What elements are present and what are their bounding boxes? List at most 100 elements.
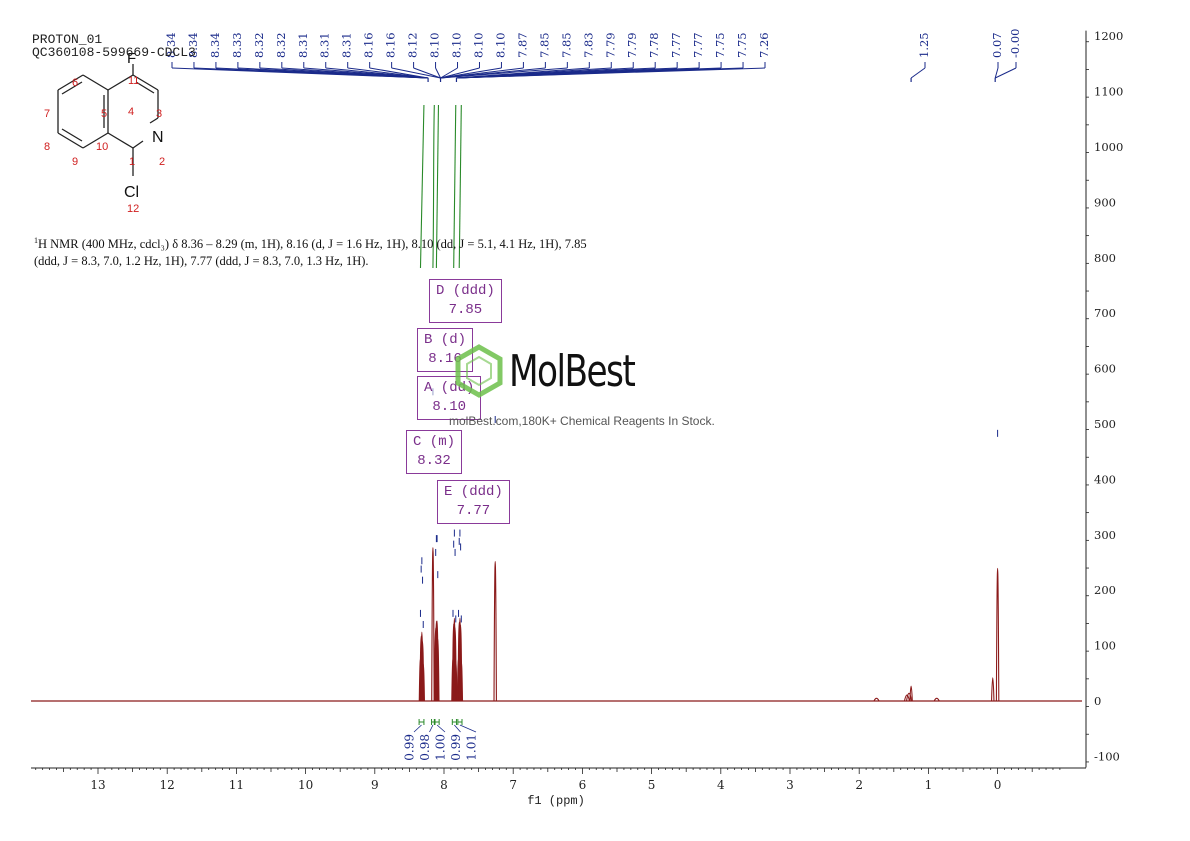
atom-number: 10 <box>96 141 108 153</box>
integral-curve <box>458 104 462 269</box>
atom-number: 1 <box>129 156 135 168</box>
peak-label-connector <box>435 67 441 79</box>
peak-shift-label: 8.10 <box>450 32 464 58</box>
watermark-brand: MolBest <box>509 346 636 397</box>
peak-label-connector <box>391 67 441 79</box>
peak-shift-label: 8.16 <box>362 32 376 58</box>
peak-label-connector <box>456 67 766 79</box>
peak-shift-label: 7.75 <box>735 32 749 58</box>
integral-connector <box>429 724 434 733</box>
peak-shift-label: 8.34 <box>164 32 178 58</box>
multiplet-type: C (m) <box>413 434 456 450</box>
peak-shift-label: 0.07 <box>990 32 1004 58</box>
peak-shift-label: 8.34 <box>186 32 200 58</box>
peak-label-connector <box>413 67 441 79</box>
peak-shift-label: 7.79 <box>603 32 617 58</box>
peak-shift-label: 8.10 <box>428 32 442 58</box>
x-tick-label: 8 <box>440 778 448 792</box>
atom-number: 8 <box>44 141 50 153</box>
peak-shift-label: 7.26 <box>757 32 771 58</box>
multiplet-type: D (ddd) <box>436 283 495 299</box>
peak-label-layer: 8.34 8.34 8.34 8.33 8.32 8.32 8.31 8.31 8.31 8.16… <box>164 29 1022 82</box>
atom-f: F <box>127 50 136 67</box>
peak-shift-label: 7.78 <box>647 32 661 58</box>
y-tick-label: 800 <box>1094 251 1116 265</box>
peak-shift-label: 7.77 <box>691 32 705 58</box>
spectrum-peak <box>421 663 425 702</box>
peak-label-connector <box>369 67 429 79</box>
integral-layer: 0.99 0.98 1.00 0.99 1.01 <box>403 104 479 761</box>
y-tick-label: 0 <box>1094 694 1101 708</box>
watermark-tagline: molBest.com,180K+ Chemical Reagents In S… <box>449 414 715 428</box>
peak-shift-label: 8.31 <box>340 32 354 58</box>
atom-number: 4 <box>128 106 134 118</box>
sample-id: QC360108-599669-CDCL3 <box>32 45 196 60</box>
peak-shift-label: 7.83 <box>581 32 595 58</box>
peak-label-connector <box>994 67 1017 79</box>
integral-curve <box>419 104 425 269</box>
atom-number: 12 <box>127 203 139 215</box>
spectrum-peak <box>873 697 880 702</box>
x-tick-label: 6 <box>579 778 587 792</box>
multiplet-shift: 8.32 <box>417 453 451 469</box>
spectrum-peak <box>431 547 435 702</box>
peak-shift-label: 8.33 <box>230 32 244 58</box>
integral-connector <box>413 724 422 733</box>
atom-number: 6 <box>72 77 78 89</box>
x-tick-label: 2 <box>855 778 863 792</box>
integral-value: 0.99 <box>403 734 417 761</box>
peak-shift-label: 7.75 <box>713 32 727 58</box>
integral-value: 0.99 <box>449 734 463 761</box>
y-tick-label: 600 <box>1094 362 1116 376</box>
peak-shift-label: 8.32 <box>252 32 266 58</box>
spectrum-peak <box>995 568 1000 702</box>
atom-number: 11 <box>128 75 139 87</box>
spectrum-peak <box>933 697 940 702</box>
atom-cl: Cl <box>124 184 139 201</box>
y-tick-label: 1000 <box>1094 140 1123 154</box>
peak-label-connector <box>440 67 458 79</box>
peak-shift-label: 8.12 <box>406 32 420 58</box>
y-tick-label: 1100 <box>1094 85 1123 99</box>
integral-curve <box>432 104 435 269</box>
molecule-structure: F N Cl 11 6 5 4 3 7 8 9 10 1 2 12 <box>44 50 165 215</box>
peak-shift-label: 8.16 <box>384 32 398 58</box>
integral-value: 1.00 <box>434 734 448 761</box>
y-tick-label: 700 <box>1094 306 1116 320</box>
nmr-description: 1H NMR (400 MHz, cdcl₃) δ 8.36 – 8.29 (m… <box>34 232 594 270</box>
integral-curve <box>435 104 440 269</box>
integral-connector <box>459 724 477 733</box>
peak-shift-label: 7.79 <box>625 32 639 58</box>
atom-number: 2 <box>159 156 165 168</box>
atom-number: 9 <box>72 156 78 168</box>
x-tick-label: 3 <box>786 778 794 792</box>
spectrum-layer <box>31 388 1082 702</box>
multiplet-box-e: E (ddd) 7.77 <box>437 480 510 524</box>
x-tick-label: 11 <box>229 778 244 792</box>
multiplet-shift: 8.10 <box>432 399 467 415</box>
peak-shift-label: 8.10 <box>493 32 507 58</box>
peak-shift-label: -0.00 <box>1008 29 1022 59</box>
spectrum-peak <box>991 677 995 702</box>
peak-shift-label: 8.31 <box>318 32 332 58</box>
x-tick-label: 13 <box>90 778 105 792</box>
peak-shift-label: 7.85 <box>537 32 551 58</box>
peak-label-connector <box>347 67 429 79</box>
peak-label-connector <box>440 67 480 79</box>
description-text: H NMR (400 MHz, cdcl₃) δ 8.36 – 8.29 (m,… <box>34 237 587 269</box>
x-tick-label: 0 <box>994 778 1002 792</box>
description-superscript: 1 <box>34 236 38 245</box>
atom-number: 7 <box>44 108 50 120</box>
y-tick-label: -100 <box>1094 749 1120 763</box>
multiplet-shift: 7.85 <box>448 302 483 318</box>
x-tick-label: 7 <box>509 778 517 792</box>
x-tick-label: 9 <box>371 778 379 792</box>
peak-shift-label: 8.34 <box>208 32 222 58</box>
spectrum-peak <box>454 660 458 702</box>
y-tick-label: 1200 <box>1094 29 1123 43</box>
multiplet-box-a: A (dd) 8.10 <box>417 376 482 420</box>
integral-connector <box>454 724 461 733</box>
y-tick-label: 400 <box>1094 472 1116 486</box>
peak-shift-label: 1.25 <box>917 32 931 58</box>
